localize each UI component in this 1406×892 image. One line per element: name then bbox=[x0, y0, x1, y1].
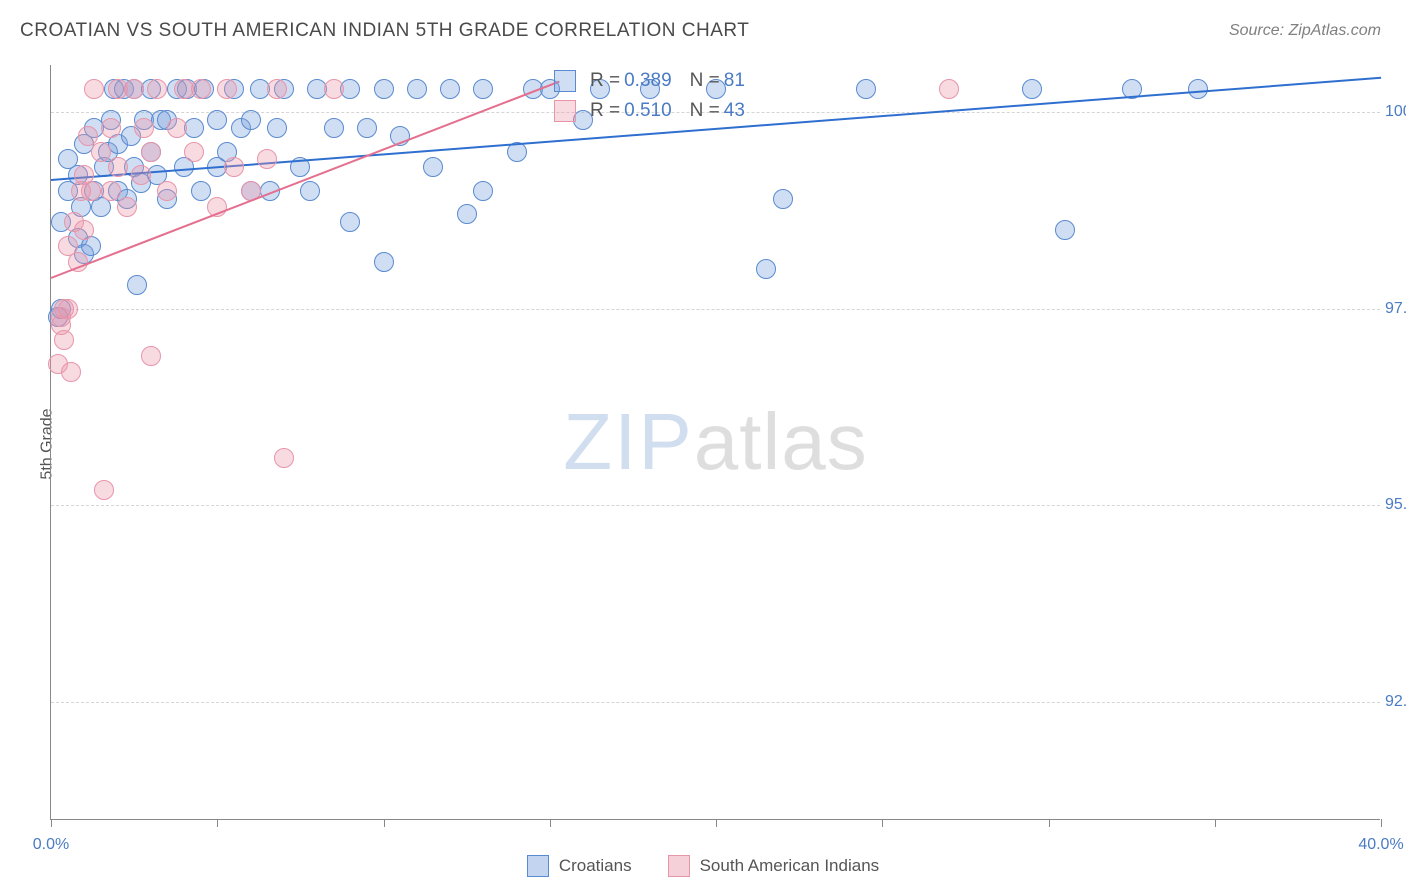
scatter-point bbox=[91, 142, 111, 162]
scatter-point bbox=[207, 110, 227, 130]
scatter-point bbox=[939, 79, 959, 99]
legend-label: South American Indians bbox=[700, 856, 880, 876]
y-tick-label: 97.5% bbox=[1385, 300, 1406, 318]
x-tick bbox=[217, 819, 218, 827]
x-tick bbox=[1381, 819, 1382, 827]
scatter-point bbox=[374, 79, 394, 99]
stat-n-value: 81 bbox=[724, 70, 745, 92]
y-tick-label: 92.5% bbox=[1385, 693, 1406, 711]
scatter-point bbox=[473, 181, 493, 201]
scatter-point bbox=[856, 79, 876, 99]
stats-row: R = 0.510 N = 43 bbox=[554, 96, 749, 126]
x-tick-label: 0.0% bbox=[33, 836, 69, 854]
stat-r-value: 0.389 bbox=[624, 70, 672, 92]
scatter-point bbox=[324, 118, 344, 138]
stat-n-value: 43 bbox=[724, 100, 745, 122]
x-tick bbox=[1049, 819, 1050, 827]
scatter-point bbox=[423, 157, 443, 177]
scatter-point bbox=[267, 118, 287, 138]
stats-row: R = 0.389 N = 81 bbox=[554, 66, 749, 96]
x-tick bbox=[716, 819, 717, 827]
scatter-point bbox=[167, 118, 187, 138]
scatter-point bbox=[257, 149, 277, 169]
scatter-point bbox=[84, 79, 104, 99]
scatter-point bbox=[457, 204, 477, 224]
stats-swatch bbox=[554, 100, 576, 122]
stats-swatch bbox=[554, 70, 576, 92]
scatter-point bbox=[224, 157, 244, 177]
scatter-point bbox=[407, 79, 427, 99]
scatter-point bbox=[773, 189, 793, 209]
scatter-point bbox=[184, 142, 204, 162]
legend: Croatians South American Indians bbox=[0, 855, 1406, 882]
stat-r-value: 0.510 bbox=[624, 100, 672, 122]
scatter-point bbox=[94, 480, 114, 500]
legend-swatch bbox=[668, 855, 690, 877]
stat-r-label: R = bbox=[590, 70, 620, 92]
gridline bbox=[51, 309, 1380, 310]
legend-item: Croatians bbox=[527, 855, 632, 877]
x-tick bbox=[51, 819, 52, 827]
legend-item: South American Indians bbox=[668, 855, 880, 877]
scatter-point bbox=[131, 165, 151, 185]
scatter-point bbox=[217, 79, 237, 99]
stat-n-label: N = bbox=[690, 70, 720, 92]
scatter-point bbox=[191, 79, 211, 99]
scatter-point bbox=[374, 252, 394, 272]
y-tick-label: 100.0% bbox=[1385, 103, 1406, 121]
stat-n-label: N = bbox=[690, 100, 720, 122]
scatter-point bbox=[756, 259, 776, 279]
scatter-point bbox=[473, 79, 493, 99]
scatter-point bbox=[101, 181, 121, 201]
gridline bbox=[51, 702, 1380, 703]
stat-r-label: R = bbox=[590, 100, 620, 122]
scatter-point bbox=[357, 118, 377, 138]
watermark: ZIPatlas bbox=[563, 396, 867, 488]
x-tick bbox=[384, 819, 385, 827]
watermark-atlas: atlas bbox=[694, 397, 868, 486]
scatter-point bbox=[157, 181, 177, 201]
scatter-point bbox=[267, 79, 287, 99]
scatter-point bbox=[54, 330, 74, 350]
x-tick bbox=[882, 819, 883, 827]
scatter-point bbox=[1022, 79, 1042, 99]
scatter-point bbox=[81, 181, 101, 201]
scatter-point bbox=[134, 118, 154, 138]
legend-label: Croatians bbox=[559, 856, 632, 876]
chart-container: CROATIAN VS SOUTH AMERICAN INDIAN 5TH GR… bbox=[0, 0, 1406, 892]
scatter-point bbox=[191, 181, 211, 201]
scatter-point bbox=[440, 79, 460, 99]
x-tick bbox=[1215, 819, 1216, 827]
scatter-point bbox=[274, 448, 294, 468]
scatter-point bbox=[324, 79, 344, 99]
scatter-point bbox=[141, 142, 161, 162]
source-attribution: Source: ZipAtlas.com bbox=[1229, 22, 1381, 40]
plot-area: ZIPatlas 92.5%95.0%97.5%100.0%0.0%40.0% bbox=[50, 65, 1380, 820]
scatter-point bbox=[1055, 220, 1075, 240]
stats-box: R = 0.389 N = 81 R = 0.510 N = 43 bbox=[554, 66, 749, 126]
x-tick-label: 40.0% bbox=[1358, 836, 1403, 854]
scatter-point bbox=[300, 181, 320, 201]
scatter-point bbox=[74, 220, 94, 240]
scatter-point bbox=[124, 79, 144, 99]
scatter-point bbox=[340, 212, 360, 232]
scatter-point bbox=[127, 275, 147, 295]
scatter-point bbox=[141, 346, 161, 366]
watermark-zip: ZIP bbox=[563, 397, 693, 486]
scatter-point bbox=[101, 118, 121, 138]
scatter-point bbox=[108, 157, 128, 177]
scatter-point bbox=[241, 110, 261, 130]
y-tick-label: 95.0% bbox=[1385, 496, 1406, 514]
scatter-point bbox=[61, 362, 81, 382]
legend-swatch bbox=[527, 855, 549, 877]
scatter-point bbox=[117, 197, 137, 217]
scatter-point bbox=[58, 299, 78, 319]
x-tick bbox=[550, 819, 551, 827]
scatter-point bbox=[147, 79, 167, 99]
gridline bbox=[51, 505, 1380, 506]
chart-title: CROATIAN VS SOUTH AMERICAN INDIAN 5TH GR… bbox=[20, 20, 749, 42]
scatter-point bbox=[1188, 79, 1208, 99]
